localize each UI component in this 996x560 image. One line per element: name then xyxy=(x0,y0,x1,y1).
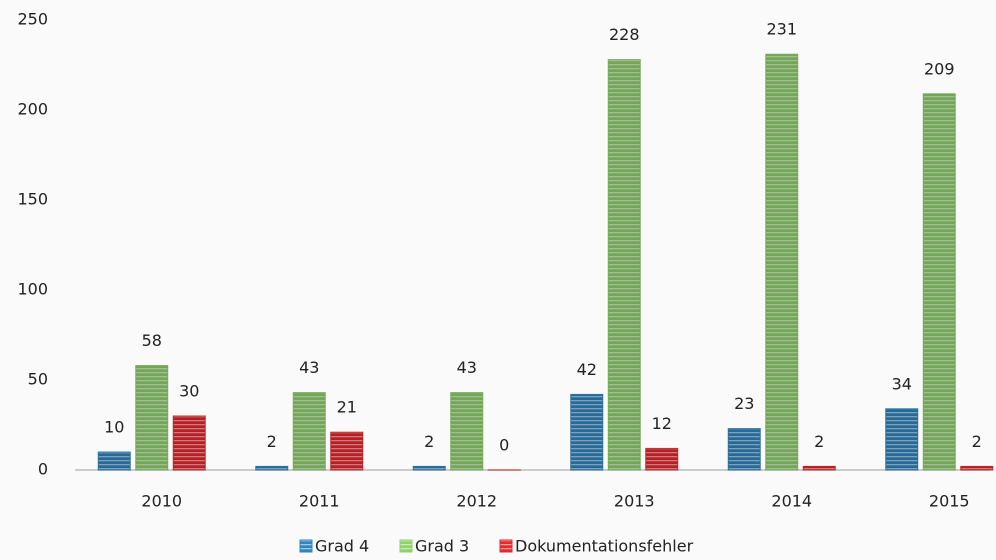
data-label: 34 xyxy=(892,374,912,393)
data-label: 23 xyxy=(734,394,754,413)
bar xyxy=(607,59,641,471)
y-tick-label: 100 xyxy=(17,280,48,299)
legend-swatch xyxy=(499,539,513,553)
data-label: 43 xyxy=(457,358,477,377)
x-tick-label: 2011 xyxy=(299,492,340,511)
data-label: 0 xyxy=(499,436,509,455)
bar xyxy=(765,53,799,471)
bar xyxy=(97,451,131,471)
y-tick-label: 0 xyxy=(38,460,48,479)
legend-label: Grad 3 xyxy=(415,537,469,556)
data-label: 209 xyxy=(924,59,955,78)
bar xyxy=(172,415,206,471)
bar xyxy=(960,465,994,471)
bar xyxy=(412,465,446,471)
data-label: 228 xyxy=(609,25,640,44)
data-label: 2 xyxy=(267,432,277,451)
legend-label: Dokumentationsfehler xyxy=(515,537,694,556)
x-tick-label: 2010 xyxy=(141,492,182,511)
data-label: 12 xyxy=(652,414,672,433)
data-label: 2 xyxy=(424,432,434,451)
data-label: 10 xyxy=(104,418,124,437)
bar xyxy=(330,431,364,471)
legend-swatch xyxy=(399,539,413,553)
x-tick-label: 2015 xyxy=(929,492,970,511)
bar xyxy=(570,393,604,471)
data-label: 43 xyxy=(299,358,319,377)
x-tick-label: 2012 xyxy=(456,492,497,511)
y-tick-label: 200 xyxy=(17,100,48,119)
data-label: 58 xyxy=(142,331,162,350)
y-tick-label: 150 xyxy=(17,190,48,209)
bar xyxy=(727,428,761,471)
bar xyxy=(922,93,956,471)
bar xyxy=(802,465,836,471)
legend-label: Grad 4 xyxy=(315,537,369,556)
x-tick-label: 2014 xyxy=(771,492,812,511)
y-tick-label: 250 xyxy=(17,10,48,29)
data-label: 30 xyxy=(179,382,199,401)
bar xyxy=(135,365,169,471)
data-label: 2 xyxy=(972,432,982,451)
data-label: 42 xyxy=(577,360,597,379)
data-label: 21 xyxy=(337,398,357,417)
bar xyxy=(450,392,484,471)
data-label: 2 xyxy=(814,432,824,451)
bar xyxy=(645,447,679,471)
bar xyxy=(255,465,289,471)
bar xyxy=(885,408,919,471)
data-label: 231 xyxy=(766,20,797,39)
x-tick-label: 2013 xyxy=(614,492,655,511)
bar xyxy=(292,392,326,471)
legend-swatch xyxy=(299,539,313,553)
y-tick-label: 50 xyxy=(28,370,48,389)
